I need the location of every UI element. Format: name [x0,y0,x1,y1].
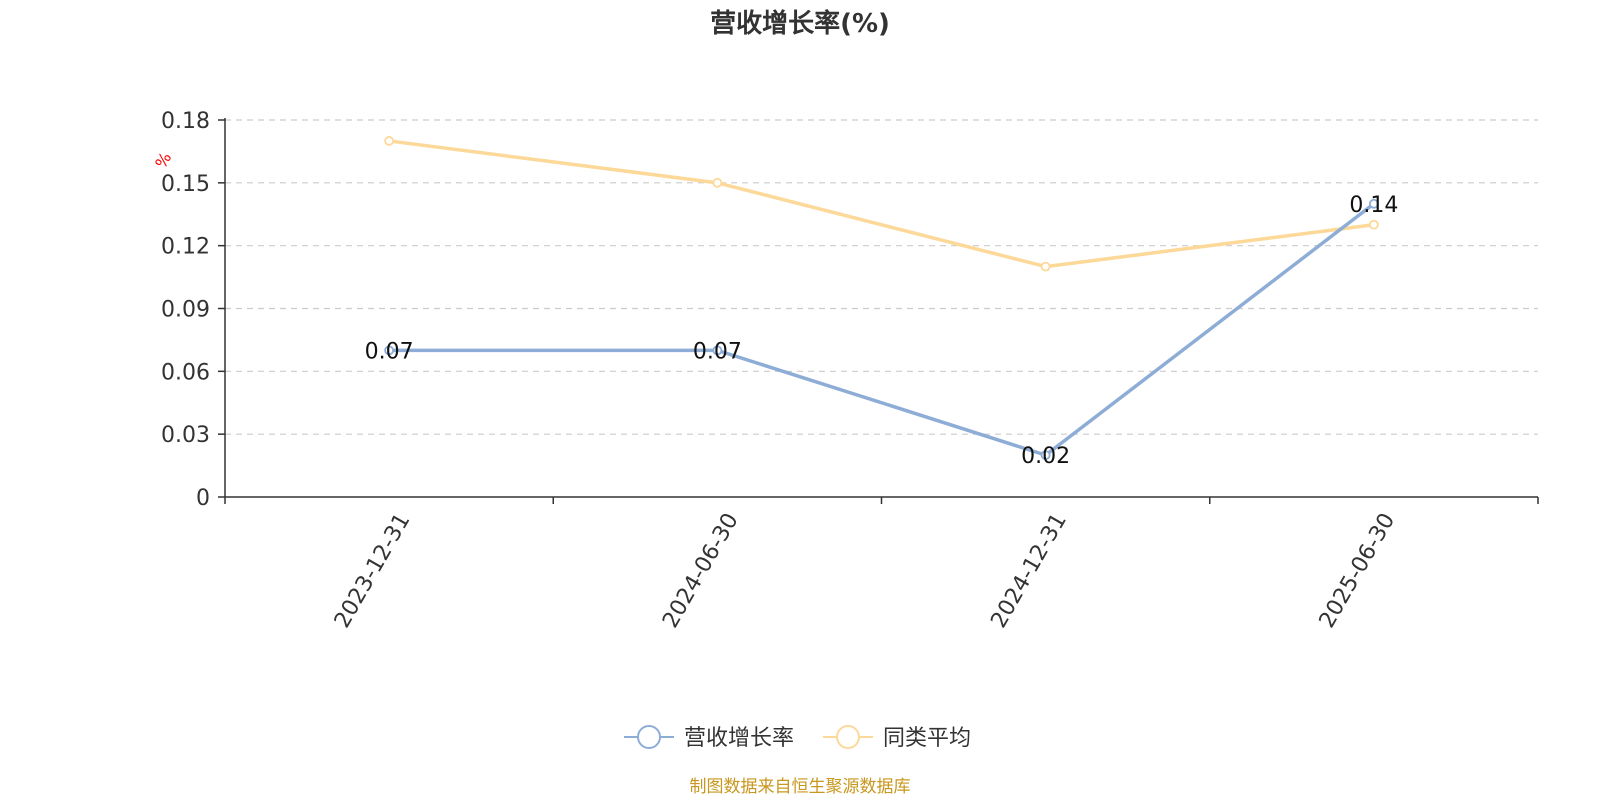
legend-item[interactable]: 同类平均 [823,725,971,751]
data-point[interactable] [712,177,723,188]
data-label: 0.07 [365,339,414,364]
data-point[interactable] [1368,198,1379,209]
series-line [388,139,1375,269]
series-line [389,202,1375,457]
legend-item[interactable]: 营收增长率 [624,725,794,751]
y-tick-label: 0.12 [161,235,210,260]
y-tick-label: 0.03 [161,423,210,448]
data-point[interactable] [384,136,395,146]
x-tick-label: 2025-06-30 [1315,509,1401,632]
axes: 0 0.03 0.06 0.09 0.12 0.15 0.18 2023-12-31 2024-… [161,109,1539,632]
data-point[interactable] [384,345,395,356]
x-tick-label: 2024-06-30 [658,509,744,632]
x-tick-label: 2023-12-31 [330,509,416,632]
chart-title: 营收增长率(%) [710,8,890,39]
x-tick-label: 2024-12-31 [986,509,1072,632]
data-point[interactable] [1040,450,1051,461]
legend-label: 同类平均 [883,726,971,751]
legend-marker [637,725,661,749]
y-tick-label: 0.06 [161,360,210,385]
series-lines [384,136,1379,461]
source-note: 制图数据来自恒生聚源数据库 [690,777,911,797]
legend[interactable]: 营收增长率 同类平均 [624,725,971,751]
legend-marker [836,725,860,749]
y-axis-unit: % [151,149,175,172]
y-tick-label: 0 [196,486,210,511]
y-tick-label: 0.09 [161,298,210,323]
y-tick-label: 0.18 [161,109,210,134]
grid-lines [225,119,1538,435]
data-label: 0.07 [693,339,742,364]
legend-label: 营收增长率 [684,726,794,751]
data-label: 0.14 [1349,193,1398,218]
data-labels: 0.07 0.07 0.02 0.14 [365,193,1399,469]
data-point[interactable] [1368,219,1379,230]
y-tick-label: 0.15 [161,172,210,197]
data-label: 0.02 [1021,444,1070,469]
data-point[interactable] [1040,261,1051,272]
data-point[interactable] [712,345,723,356]
